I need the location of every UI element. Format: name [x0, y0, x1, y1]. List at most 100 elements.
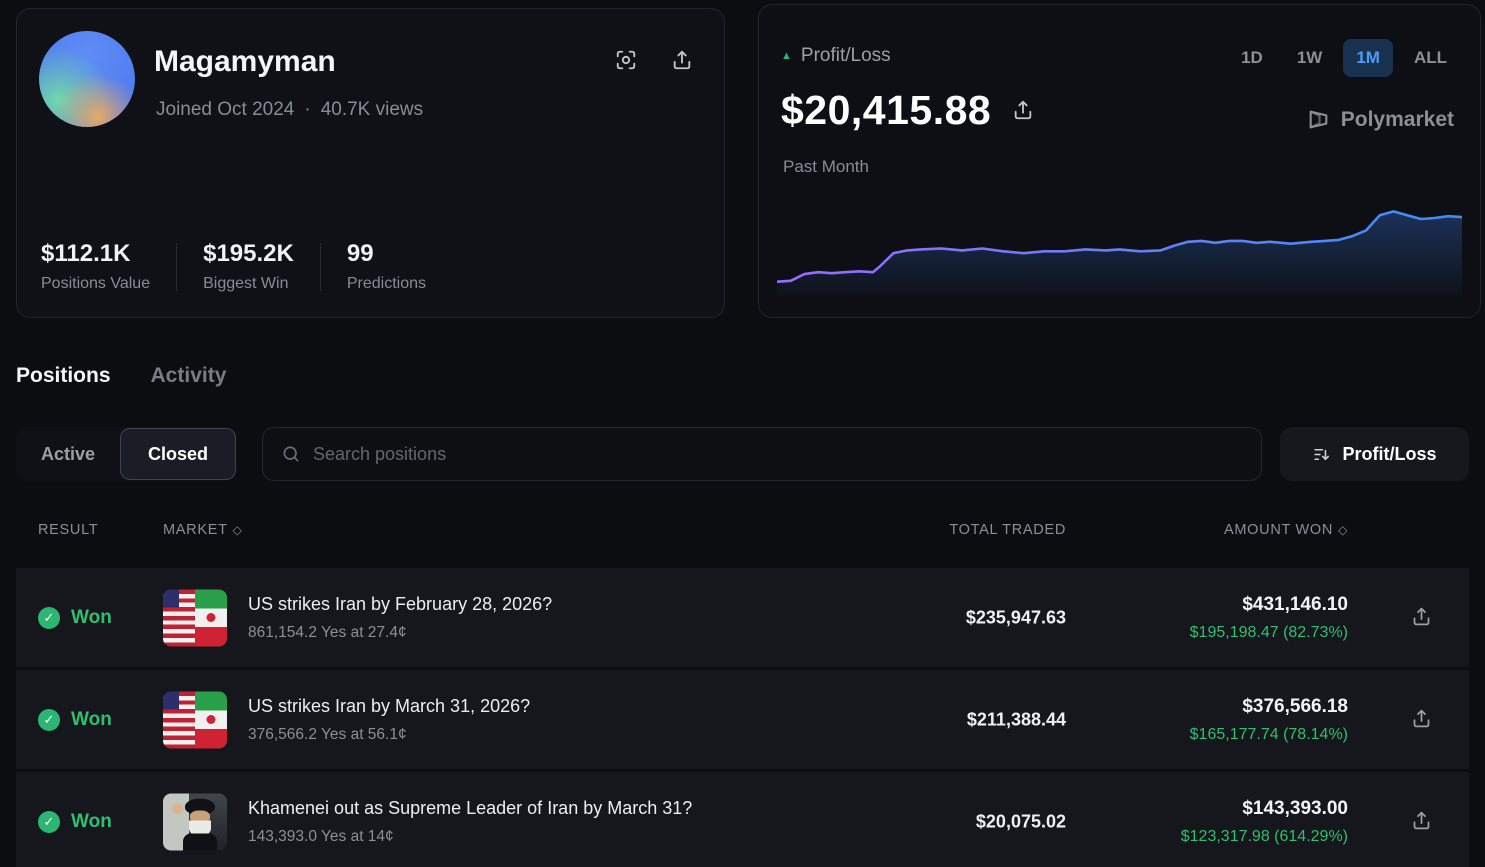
market-cell: Khamenei out as Supreme Leader of Iran b… — [248, 798, 692, 846]
header-amount-won[interactable]: AMOUNT WON ◇ — [1036, 522, 1348, 538]
views-count: 40.7K views — [320, 99, 424, 120]
profile-actions — [614, 49, 694, 73]
stat-label: Positions Value — [41, 275, 151, 292]
portrait-hand — [172, 803, 183, 814]
result-label: Won — [71, 606, 112, 628]
won-check-icon: ✓ — [38, 606, 60, 629]
stat-positions-value: $112.1K Positions Value — [41, 240, 150, 293]
sort-button-label: Profit/Loss — [1342, 443, 1437, 464]
profile-stats: $112.1K Positions Value $195.2K Biggest … — [41, 240, 426, 293]
portrait-turban — [185, 798, 216, 814]
iran-flag-half — [195, 691, 227, 748]
polymarket-brand: Polymarket — [1306, 107, 1454, 132]
share-profile-icon[interactable] — [670, 49, 694, 73]
amount-won-cell: $143,393.00 $123,317.98 (614.29%) — [1036, 798, 1348, 846]
pnl-value-row: $20,415.88 — [781, 87, 1035, 134]
stat-label: Predictions — [346, 275, 427, 292]
sort-diamond-icon: ◇ — [232, 523, 243, 537]
status-filter: Active Closed — [16, 427, 237, 481]
profile-card: Magamyman Joined Oct 2024 · 40.7K views — [16, 8, 725, 318]
stat-value: $195.2K — [203, 240, 294, 267]
pnl-period: Past Month — [783, 157, 869, 176]
range-1d[interactable]: 1D — [1228, 39, 1276, 77]
share-pnl-icon[interactable] — [1011, 99, 1035, 123]
portrait-beard — [189, 820, 212, 836]
amount-won-value: $376,566.18 — [1242, 695, 1348, 717]
total-traded-value: $211,388.44 — [966, 709, 1066, 729]
us-iran-flags-icon — [163, 589, 227, 646]
range-selector: 1D 1W 1M ALL — [1228, 39, 1460, 77]
range-1m[interactable]: 1M — [1343, 39, 1393, 77]
header-total-traded: TOTAL TRADED — [949, 522, 1066, 538]
filter-active-button[interactable]: Active — [16, 444, 120, 465]
result-label: Won — [71, 708, 112, 730]
won-check-icon: ✓ — [38, 708, 60, 731]
sort-diamond-icon: ◇ — [1338, 523, 1348, 537]
result-badge: ✓ Won — [38, 708, 112, 731]
stat-divider — [319, 242, 321, 291]
search-bar — [262, 427, 1262, 481]
market-title[interactable]: US strikes Iran by March 31, 2026? — [248, 695, 531, 716]
table-header: RESULT MARKET ◇ TOTAL TRADED AMOUNT WON ◇ — [16, 522, 1469, 548]
won-check-icon: ✓ — [38, 810, 60, 833]
market-cell: US strikes Iran by March 31, 2026? 376,5… — [248, 696, 530, 744]
share-icon[interactable] — [1408, 707, 1434, 733]
search-icon — [283, 446, 299, 462]
profile-name: Magamyman — [154, 45, 336, 78]
amount-won-value: $431,146.10 — [1242, 593, 1348, 615]
profit-value: $123,317.98 (614.29%) — [1180, 827, 1348, 845]
stat-value: 99 — [346, 240, 374, 267]
header-market-label: MARKET — [163, 522, 228, 538]
us-flag-half — [163, 589, 195, 646]
polymarket-logo-icon — [1309, 110, 1328, 129]
search-input[interactable] — [313, 443, 1243, 465]
table-row[interactable]: ✓ Won US strikes Iran by February 28, 20… — [16, 568, 1469, 667]
range-all[interactable]: ALL — [1401, 39, 1460, 77]
table-row[interactable]: ✓ Won US strikes Iran by March 31, 2026?… — [16, 670, 1469, 769]
range-1w[interactable]: 1W — [1284, 39, 1336, 77]
market-title[interactable]: Khamenei out as Supreme Leader of Iran b… — [248, 797, 693, 818]
total-traded-value: $20,075.02 — [975, 811, 1066, 831]
share-icon[interactable] — [1408, 605, 1434, 631]
pnl-chart — [777, 200, 1462, 295]
position-details: 861,154.2 Yes at 27.4¢ — [248, 623, 407, 641]
sort-profit-loss-button[interactable]: Profit/Loss — [1280, 427, 1469, 481]
share-icon[interactable] — [1408, 809, 1434, 835]
table-row[interactable]: ✓ Won Khamenei out as Supreme Leader of … — [16, 772, 1469, 867]
amount-won-cell: $431,146.10 $195,198.47 (82.73%) — [1036, 594, 1348, 642]
market-title[interactable]: US strikes Iran by February 28, 2026? — [248, 593, 553, 614]
tab-positions[interactable]: Positions — [16, 364, 111, 387]
header-result: RESULT — [38, 522, 99, 538]
meta-dot: · — [304, 99, 311, 120]
pnl-label: ▲ Profit/Loss — [781, 45, 891, 67]
total-traded-value: $235,947.63 — [965, 607, 1066, 627]
pnl-label-text: Profit/Loss — [800, 45, 891, 66]
profit-value: $165,177.74 (78.14%) — [1189, 725, 1348, 743]
position-details: 376,566.2 Yes at 56.1¢ — [248, 725, 407, 743]
profit-value: $195,198.47 (82.73%) — [1189, 623, 1348, 641]
scan-qr-icon[interactable] — [614, 49, 638, 73]
market-cell: US strikes Iran by February 28, 2026? 86… — [248, 594, 552, 642]
us-flag-half — [163, 691, 195, 748]
us-iran-flags-icon — [163, 691, 227, 748]
position-details: 143,393.0 Yes at 14¢ — [248, 827, 394, 845]
pnl-value: $20,415.88 — [781, 87, 992, 133]
sort-icon — [1314, 448, 1330, 460]
polymarket-brand-label: Polymarket — [1340, 107, 1454, 131]
filter-closed-button[interactable]: Closed — [120, 428, 237, 480]
tab-activity[interactable]: Activity — [150, 364, 227, 387]
pnl-card: ▲ Profit/Loss 1D 1W 1M ALL $20,415.88 Pa… — [758, 4, 1481, 318]
profile-meta: Joined Oct 2024 · 40.7K views — [156, 99, 423, 121]
header-market[interactable]: MARKET ◇ — [163, 522, 243, 538]
header-amount-won-label: AMOUNT WON — [1224, 522, 1334, 538]
stat-divider — [176, 242, 178, 291]
portrait-face — [190, 810, 211, 823]
stat-predictions: 99 Predictions — [347, 240, 426, 293]
amount-won-value: $143,393.00 — [1242, 797, 1348, 819]
trend-up-icon: ▲ — [781, 50, 792, 62]
joined-date: Joined Oct 2024 — [156, 99, 295, 120]
khamenei-portrait-icon — [163, 793, 227, 850]
amount-won-cell: $376,566.18 $165,177.74 (78.14%) — [1036, 696, 1348, 744]
result-badge: ✓ Won — [38, 606, 112, 629]
